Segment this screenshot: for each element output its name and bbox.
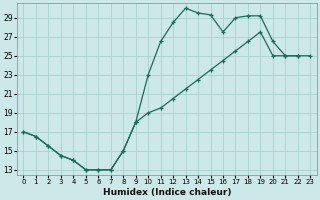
X-axis label: Humidex (Indice chaleur): Humidex (Indice chaleur) xyxy=(103,188,231,197)
